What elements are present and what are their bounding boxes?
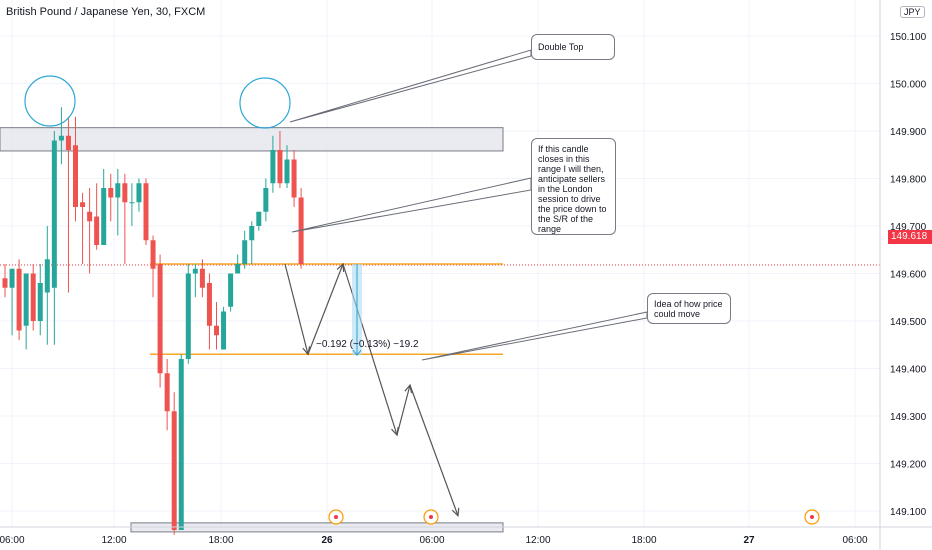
zone-rect [0, 127, 504, 152]
y-tick-label: 149.900 [890, 127, 927, 138]
callout-pointer [289, 49, 532, 123]
candle-body [94, 216, 100, 245]
y-tick-label: 149.100 [890, 507, 927, 518]
levels [0, 263, 880, 355]
callout-pointer [421, 311, 648, 361]
candle-body [228, 273, 234, 307]
candle-body [270, 150, 276, 184]
candle-body [44, 259, 50, 293]
candle-body [249, 226, 255, 241]
x-tick-label: 18:00 [631, 535, 656, 546]
candle-body [263, 188, 269, 212]
candle-body [87, 211, 93, 222]
candle-body [9, 268, 15, 288]
candle-body [73, 145, 78, 207]
currency-badge[interactable]: JPY [900, 6, 925, 18]
x-tick-label: 06:00 [842, 535, 867, 546]
y-tick-label: 149.600 [890, 270, 927, 281]
symbol-title: British Pound / Japanese Yen, 30, FXCM [6, 6, 206, 18]
candle-body [199, 268, 205, 288]
candle-body [277, 150, 283, 184]
price-idea-note[interactable]: Idea of how price could move [647, 293, 731, 324]
projection-segment [284, 263, 309, 355]
candle-body [192, 268, 198, 274]
candle-body [122, 183, 128, 203]
event-marker-dot [334, 515, 338, 519]
event-marker-dot [429, 515, 433, 519]
candle-body [185, 273, 191, 359]
projection-segment [396, 384, 411, 436]
candle-body [2, 278, 8, 288]
double-top-circle [24, 75, 76, 127]
y-tick-label: 149.300 [890, 412, 927, 423]
x-tick-label: 06:00 [419, 535, 444, 546]
double-top-circle [239, 77, 291, 129]
candle-body [16, 268, 22, 331]
candle-body [164, 373, 170, 412]
double-top-note[interactable]: Double Top [531, 34, 615, 60]
x-tick-label: 26 [321, 535, 333, 546]
candle-body [214, 325, 219, 336]
x-tick-label: 12:00 [525, 535, 550, 546]
y-tick-label: 149.500 [890, 317, 927, 328]
last-price-tag: 149.618 [888, 230, 932, 244]
candle-body [178, 359, 184, 530]
candle-body [58, 135, 64, 141]
y-tick-label: 150.100 [890, 32, 927, 43]
y-tick-label: 150.000 [890, 80, 927, 91]
x-tick-label: 06:00 [0, 535, 25, 546]
candle-body [291, 159, 297, 198]
candle-body [101, 188, 107, 245]
candle-body [284, 159, 290, 184]
candle-body [51, 140, 57, 288]
candle-body [23, 273, 29, 326]
x-tick-label: 18:00 [208, 535, 233, 546]
candle-body [171, 411, 177, 530]
candle-body [37, 283, 43, 321]
candle-body [235, 264, 241, 274]
y-tick-label: 149.400 [890, 365, 927, 376]
candle-body [221, 311, 227, 350]
measure-label: −0.192 (−0.13%) −19.2 [316, 339, 419, 350]
candle-note[interactable]: If this candle closes in this range I wi… [531, 138, 616, 235]
candle-body [136, 183, 142, 203]
projection-segment [409, 384, 459, 516]
projection-arrowhead [451, 507, 460, 518]
y-tick-label: 149.200 [890, 460, 927, 471]
y-tick-label: 149.800 [890, 175, 927, 186]
drawings [24, 49, 820, 525]
x-tick-label: 27 [743, 535, 755, 546]
measure-arrowhead [352, 349, 362, 357]
candle-body [129, 202, 135, 204]
candle-body [242, 240, 248, 264]
candle-body [206, 283, 212, 326]
projection-segment [307, 263, 344, 355]
candle-body [256, 211, 262, 226]
candle-body [80, 202, 86, 207]
candle-body [65, 135, 71, 150]
candle-body [143, 183, 149, 241]
candle-body [150, 240, 156, 269]
y-tick-label: 149.700 [890, 222, 927, 233]
candle-body [30, 273, 36, 321]
candle-body [115, 183, 121, 198]
candle-body [157, 264, 163, 374]
candle-body [108, 188, 114, 198]
callout-pointer [291, 177, 532, 233]
x-tick-label: 12:00 [101, 535, 126, 546]
event-marker-dot [810, 515, 814, 519]
